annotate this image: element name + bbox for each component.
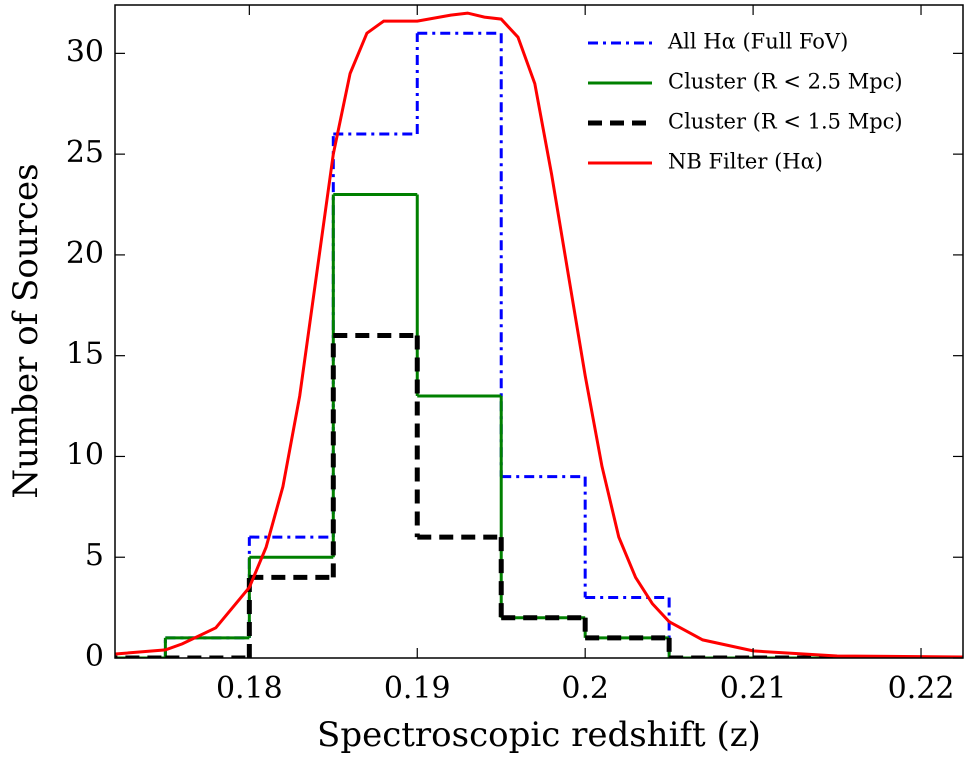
x-axis-title: Spectroscopic redshift (z): [317, 715, 761, 755]
x-tick-label: 0.21: [720, 671, 787, 706]
y-axis-title: Number of Sources: [6, 163, 46, 498]
x-tick-label: 0.19: [384, 671, 451, 706]
y-tick-label: 10: [66, 437, 104, 472]
legend-label: Cluster (R < 1.5 Mpc): [668, 110, 903, 134]
legend-label: All Hα (Full FoV): [667, 30, 848, 54]
y-tick-label: 25: [66, 135, 104, 170]
filter-curve: [115, 11, 963, 658]
x-tick-label: 0.22: [888, 671, 955, 706]
x-tick-label: 0.2: [561, 671, 609, 706]
plot-area: [115, 11, 963, 658]
legend-label: NB Filter (Hα): [668, 150, 823, 174]
y-tick-label: 5: [85, 538, 104, 573]
y-tick-label: 20: [66, 236, 104, 271]
x-tick-label: 0.18: [216, 671, 283, 706]
legend-label: Cluster (R < 2.5 Mpc): [668, 70, 903, 94]
y-tick-label: 30: [66, 34, 104, 69]
y-tick-label: 15: [66, 337, 104, 372]
axes-frame: [114, 4, 964, 659]
y-tick-label: 0: [85, 639, 104, 674]
